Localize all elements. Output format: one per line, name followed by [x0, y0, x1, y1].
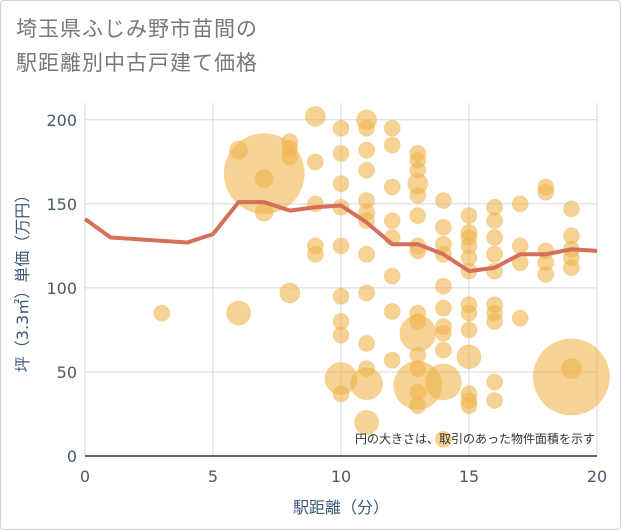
data-bubble [358, 161, 376, 179]
data-bubble [399, 314, 437, 352]
average-price-line [83, 200, 598, 274]
data-bubble [460, 207, 478, 225]
data-bubble [332, 385, 350, 403]
title-line-1: 埼玉県ふじみ野市苗間の [16, 17, 258, 41]
data-bubble [383, 178, 401, 196]
x-tick-label: 5 [208, 467, 218, 486]
data-bubble [460, 321, 478, 339]
data-bubble [511, 309, 529, 327]
data-bubble [434, 218, 452, 236]
data-bubble [354, 409, 380, 435]
data-bubble [511, 195, 529, 213]
data-bubble [409, 397, 427, 415]
y-tick-label: 50 [57, 363, 77, 382]
data-bubble [511, 237, 529, 255]
data-bubble [332, 175, 350, 193]
average-line-layer [83, 200, 598, 274]
y-tick-label: 200 [46, 111, 77, 130]
x-tick-label: 20 [587, 467, 607, 486]
data-bubble [332, 119, 350, 137]
data-bubble [254, 169, 274, 189]
data-bubble [486, 313, 504, 331]
data-bubble [281, 148, 299, 166]
tick-labels: 0 50 100 150 200 0 5 10 15 20 [46, 111, 607, 486]
x-tick-label: 0 [80, 467, 90, 486]
data-bubble [409, 207, 427, 225]
data-bubble [434, 277, 452, 295]
bubble-layer [153, 105, 610, 448]
data-bubble [424, 363, 462, 401]
data-bubble [537, 265, 555, 283]
data-bubble [560, 358, 582, 380]
data-bubble [306, 153, 324, 171]
title-line-2: 駅距離別中古戸建て価格 [16, 51, 258, 75]
data-bubble [383, 212, 401, 230]
data-bubble [153, 304, 171, 322]
data-bubble [332, 237, 350, 255]
data-bubble [358, 119, 376, 137]
data-bubble [486, 212, 504, 230]
data-bubble [383, 351, 401, 369]
x-tick-label: 10 [331, 467, 351, 486]
data-bubble [537, 183, 555, 201]
data-bubble [486, 245, 504, 263]
data-bubble [304, 105, 326, 127]
y-tick-label: 150 [46, 195, 77, 214]
data-bubble [350, 367, 384, 401]
data-bubble [434, 324, 452, 342]
data-bubble [332, 326, 350, 344]
data-bubble [486, 392, 504, 410]
x-axis-label: 駅距離（分） [293, 498, 389, 517]
y-axis-label: 坪（3.3㎡）単価（万円） [13, 187, 32, 372]
data-bubble [306, 245, 324, 263]
data-bubble [409, 186, 427, 204]
data-bubble [562, 259, 580, 277]
data-bubble [358, 245, 376, 263]
data-bubble [460, 304, 478, 322]
bubble-size-note: 円の大きさは、取引のあった物件面積を示す [355, 431, 595, 446]
data-bubble [434, 191, 452, 209]
data-bubble [460, 397, 478, 415]
data-bubble [456, 344, 482, 370]
chart-title: 埼玉県ふじみ野市苗間の 駅距離別中古戸建て価格 [16, 12, 258, 80]
data-bubble [279, 282, 301, 304]
data-bubble [434, 299, 452, 317]
data-bubble [383, 267, 401, 285]
data-bubble [434, 341, 452, 359]
data-bubble [562, 200, 580, 218]
data-bubble [358, 334, 376, 352]
y-tick-label: 0 [67, 447, 77, 466]
data-bubble [332, 287, 350, 305]
data-bubble [383, 119, 401, 137]
data-bubble [226, 300, 252, 326]
data-bubble [383, 302, 401, 320]
data-bubble [486, 228, 504, 246]
data-bubble [358, 284, 376, 302]
data-bubble [332, 144, 350, 162]
data-bubble [358, 141, 376, 159]
x-tick-label: 15 [459, 467, 479, 486]
data-bubble [383, 136, 401, 154]
y-tick-label: 100 [46, 279, 77, 298]
data-bubble [434, 430, 452, 448]
data-bubble [486, 373, 504, 391]
